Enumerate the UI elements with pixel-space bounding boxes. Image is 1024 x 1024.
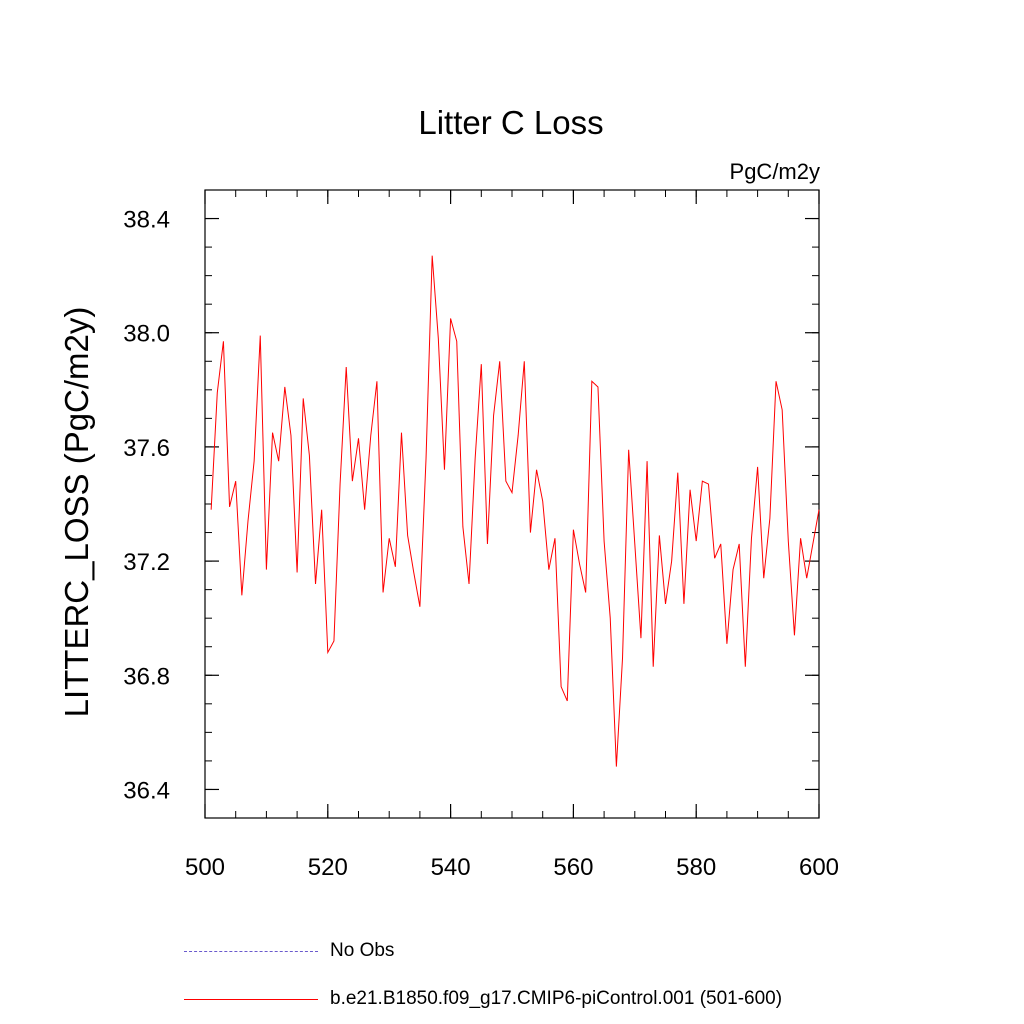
axes: 500 520 540 560 580 600 36.4 36.8 37.2 37.6 38.0 38… [123, 189, 839, 881]
units-label: PgC/m2y [730, 159, 820, 184]
x-tick-label: 600 [799, 854, 839, 881]
y-tick-label: 36.8 [123, 663, 170, 690]
y-tick-label: 37.2 [123, 549, 170, 576]
y-axis-title: LITTERC_LOSS (PgC/m2y) [58, 307, 95, 718]
plot-frame [204, 189, 820, 819]
y-tick-label: 38.0 [123, 321, 170, 348]
legend-item-no-obs: No Obs [184, 940, 394, 962]
x-tick-label: 580 [676, 854, 716, 881]
y-tick-label: 36.4 [123, 777, 170, 804]
legend-swatch-dashed [184, 950, 318, 952]
y-tick-label: 38.4 [123, 207, 170, 234]
legend-label: No Obs [330, 940, 395, 961]
plot-area [210, 255, 820, 767]
series-line-picontrol [210, 255, 820, 767]
y-tick-label: 37.6 [123, 435, 170, 462]
legend-label: b.e21.B1850.f09_g17.CMIP6-piControl.001 … [330, 988, 783, 1009]
chart-title: Litter C Loss [418, 104, 603, 141]
x-tick-label: 500 [185, 854, 225, 881]
x-tick-label: 520 [308, 854, 348, 881]
legend-item-picontrol: b.e21.B1850.f09_g17.CMIP6-piControl.001 … [184, 988, 782, 1010]
x-tick-label: 540 [431, 854, 471, 881]
legend-swatch-solid [184, 998, 318, 1000]
x-tick-label: 560 [553, 854, 593, 881]
